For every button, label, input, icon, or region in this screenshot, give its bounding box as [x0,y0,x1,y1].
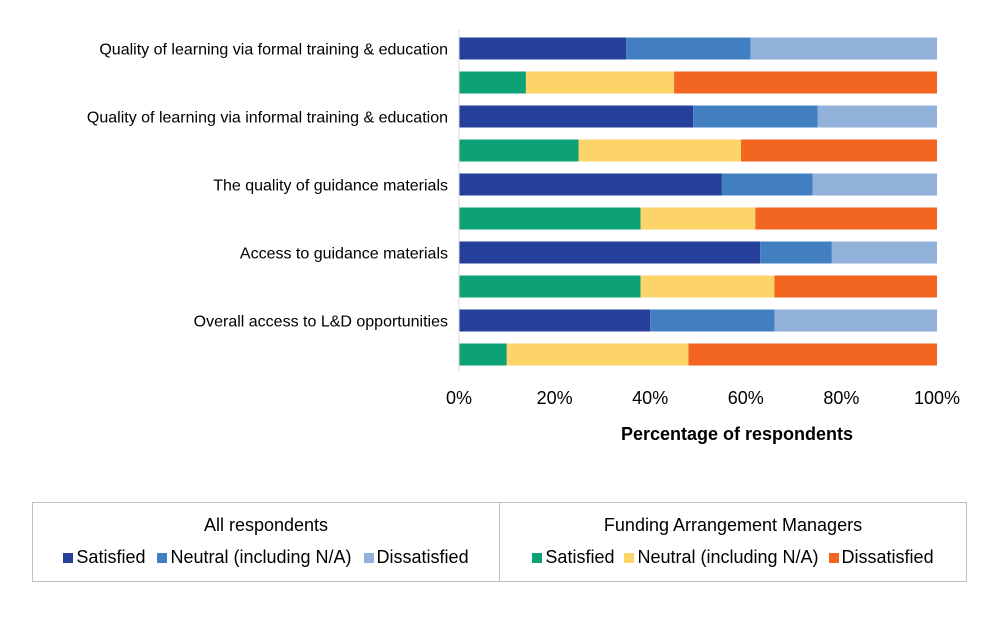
category-label: Overall access to L&D opportunities [194,314,448,331]
bar-fam-satisfied [459,71,526,94]
category-label: Quality of learning via formal training … [99,42,448,59]
bar-fam-satisfied [459,139,579,162]
x-tick-label: 60% [728,388,764,408]
bar-all-satisfied [459,241,761,264]
legend-swatch-fam-dissatisfied [828,552,839,563]
bar-fam-dissatisfied [774,275,937,298]
legend-label: Dissatisfied [841,547,934,567]
category-label: The quality of guidance materials [213,178,448,195]
x-tick-label: 80% [823,388,859,408]
legend-swatch-all-dissatisfied [363,552,374,563]
category-label: Quality of learning via informal trainin… [87,110,448,127]
legend-item-fam-dissatisfied: Dissatisfied [828,547,934,568]
legend-label: Satisfied [545,547,615,567]
bar-all-neutral [626,37,751,60]
x-tick-label: 0% [446,388,472,408]
bar-fam-dissatisfied [688,343,937,366]
bar-fam-dissatisfied [674,71,937,94]
bar-fam-neutral [640,275,775,298]
bar-all-dissatisfied [774,309,937,332]
legend-label: Neutral (including N/A) [637,547,819,567]
x-axis-title: Percentage of respondents [621,424,853,444]
bar-fam-satisfied [459,343,507,366]
bar-all-satisfied [459,173,722,196]
legend-funding-managers: Funding Arrangement Managers Satisfied N… [499,502,967,582]
bar-fam-dissatisfied [755,207,937,230]
legend-item-all-dissatisfied: Dissatisfied [363,547,469,568]
legend-title-all: All respondents [203,515,329,535]
legend-swatch-fam-satisfied [532,552,543,563]
bar-fam-neutral [506,343,689,366]
legend-item-all-neutral: Neutral (including N/A) [157,547,352,568]
legend-label: Satisfied [76,547,146,567]
legend-item-fam-satisfied: Satisfied [532,547,614,568]
legend-all-respondents: All respondents Satisfied Neutral (inclu… [32,502,500,582]
bar-fam-satisfied [459,207,641,230]
bar-all-dissatisfied [831,241,937,264]
x-tick-label: 20% [537,388,573,408]
legend-label: Neutral (including N/A) [170,547,352,567]
bar-fam-neutral [578,139,742,162]
category-label: Access to guidance materials [240,246,448,263]
legend-title-funding: Funding Arrangement Managers [603,515,863,535]
bar-all-neutral [650,309,775,332]
legend-item-fam-neutral: Neutral (including N/A) [624,547,819,568]
legend-swatch-all-satisfied [63,552,74,563]
legend-swatch-fam-neutral [624,552,635,563]
bar-fam-neutral [525,71,675,94]
legend-label: Dissatisfied [376,547,469,567]
bar-all-dissatisfied [750,37,937,60]
bar-all-dissatisfied [817,105,937,128]
bar-fam-dissatisfied [741,139,937,162]
bar-all-dissatisfied [812,173,937,196]
bar-all-satisfied [459,105,694,128]
bar-all-neutral [760,241,832,264]
bar-fam-satisfied [459,275,641,298]
bar-all-neutral [721,173,813,196]
legend-item-all-satisfied: Satisfied [63,547,145,568]
legend-swatch-all-neutral [157,552,168,563]
bar-all-satisfied [459,309,651,332]
x-tick-label: 100% [914,388,960,408]
bar-all-neutral [693,105,818,128]
bar-all-satisfied [459,37,627,60]
bar-fam-neutral [640,207,756,230]
stacked-bar-chart: Quality of learning via formal training … [87,30,960,444]
x-tick-label: 40% [632,388,668,408]
